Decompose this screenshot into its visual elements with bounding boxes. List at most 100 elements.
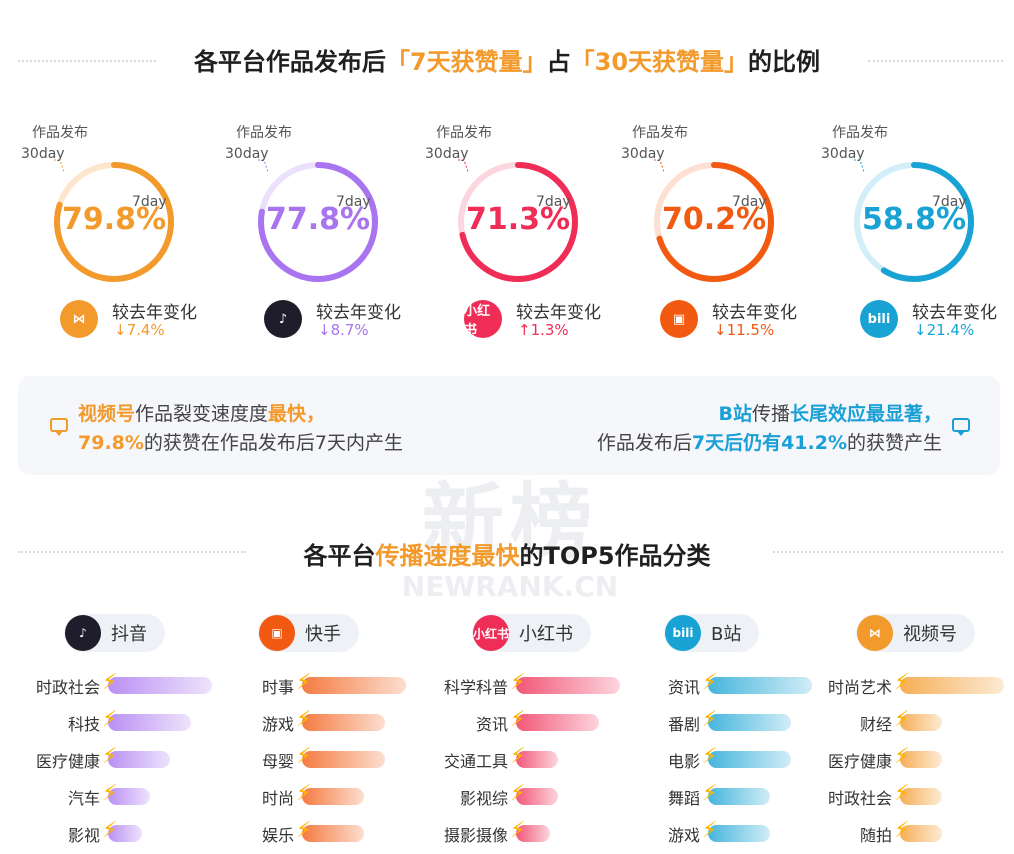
lightning-icon: ⚡: [102, 707, 118, 732]
title2-right-dots: [773, 551, 1003, 553]
donut-ring-svg: [458, 159, 578, 282]
change-value: ↑1.3%: [518, 321, 569, 339]
category-row: 时尚 ⚡: [224, 781, 414, 809]
donut-4: 作品发布 30day 7day 70.2% ▣ 较去年变化 ↓11.5%: [621, 122, 812, 342]
channels-icon: ⋈: [857, 615, 893, 651]
lightning-icon: ⚡: [894, 744, 910, 769]
category-row: 汽车 ⚡: [30, 781, 220, 809]
douyin-icon: ♪: [264, 300, 302, 338]
channels-icon: ⋈: [60, 300, 98, 338]
category-bar: [708, 751, 792, 768]
top5-column-B站: bili B站 资讯 ⚡ 番剧 ⚡ 电影 ⚡ 舞蹈 ⚡ 游戏 ⚡: [630, 612, 820, 852]
lightning-icon: ⚡: [510, 744, 526, 769]
category-label: 摄影摄像: [443, 826, 508, 845]
ratio-value: 71.3%: [465, 202, 571, 237]
platform-pill: ♪ 抖音: [64, 614, 165, 652]
lightning-icon: ⚡: [702, 744, 718, 769]
lightning-icon: ⚡: [510, 670, 526, 695]
donut-leader-line: [258, 159, 269, 173]
category-bar: [302, 677, 406, 694]
category-label: 时政社会: [35, 678, 100, 697]
category-row: 番剧 ⚡: [630, 707, 820, 735]
douyin-icon: ♪: [65, 615, 101, 651]
category-bar: [708, 677, 812, 694]
category-label: 时尚: [261, 789, 294, 808]
category-bar: [900, 788, 942, 805]
watermark: 新榜 NEWRANK.CN: [401, 475, 619, 603]
category-row: 游戏 ⚡: [224, 707, 414, 735]
category-row: 交通工具 ⚡: [438, 744, 628, 772]
ratio-value: 70.2%: [661, 202, 767, 237]
category-label: 时事: [261, 678, 294, 697]
category-bar: [516, 714, 600, 731]
category-label: 电影: [667, 752, 700, 771]
change-label: 较去年变化: [112, 303, 197, 323]
bilibili-icon: bili: [860, 300, 898, 338]
category-bar: [108, 714, 192, 731]
category-label: 娱乐: [261, 826, 294, 845]
summary-right-line2: 作品发布后7天后仍有41.2%的获赞产生: [596, 432, 942, 454]
category-row: 舞蹈 ⚡: [630, 781, 820, 809]
day7-label: 7day: [932, 194, 967, 210]
donut-1: 作品发布 30day 7day 79.8% ⋈ 较去年变化 ↓7.4%: [21, 122, 212, 342]
lightning-icon: ⚡: [296, 781, 312, 806]
category-bar: [708, 714, 792, 731]
category-label: 汽车: [67, 789, 100, 808]
category-label: 时尚艺术: [827, 678, 892, 697]
lightning-icon: ⚡: [102, 818, 118, 843]
platform-name: B站: [711, 624, 742, 645]
donut-5: 作品发布 30day 7day 58.8% bili 较去年变化 ↓21.4%: [821, 122, 1012, 342]
category-row: 摄影摄像 ⚡: [438, 818, 628, 846]
category-bar: [516, 751, 558, 768]
summary-left-line2: 79.8%的获赞在作品发布后7天内产生: [78, 432, 404, 454]
change-value: ↓7.4%: [114, 321, 165, 339]
category-label: 资讯: [475, 715, 508, 734]
donut-leader-line: [54, 159, 65, 173]
category-label: 影视: [67, 826, 100, 845]
platform-pill: ▣ 快手: [258, 614, 359, 652]
category-row: 时尚艺术 ⚡: [822, 670, 1012, 698]
donut-leader-line: [458, 159, 469, 173]
category-row: 医疗健康 ⚡: [30, 744, 220, 772]
published-label: 作品发布: [32, 125, 88, 141]
donut-ring-svg: [854, 159, 974, 282]
ratio-value: 77.8%: [265, 202, 371, 237]
day30-label: 30day: [225, 146, 269, 162]
lightning-icon: ⚡: [510, 707, 526, 732]
category-label: 财经: [859, 715, 892, 734]
category-label: 医疗健康: [827, 752, 892, 771]
day30-label: 30day: [425, 146, 469, 162]
change-label: 较去年变化: [712, 303, 797, 323]
day30-label: 30day: [21, 146, 65, 162]
lightning-icon: ⚡: [296, 818, 312, 843]
title1-left-dots: [18, 60, 156, 62]
change-value: ↓8.7%: [318, 321, 369, 339]
lightning-icon: ⚡: [296, 707, 312, 732]
category-row: 时政社会 ⚡: [822, 781, 1012, 809]
category-label: 番剧: [667, 715, 700, 734]
title2-left-dots: [18, 551, 246, 553]
donut-ring-svg: [258, 159, 378, 282]
category-label: 舞蹈: [667, 789, 700, 808]
platform-pill: ⋈ 视频号: [856, 614, 975, 652]
category-label: 科技: [67, 715, 100, 734]
category-bar: [302, 714, 386, 731]
comment-icon: [952, 418, 970, 436]
ratio-value: 79.8%: [61, 202, 167, 237]
donut-arc-抖音: [258, 162, 378, 282]
category-bar: [516, 677, 620, 694]
category-bar: [108, 788, 150, 805]
donut-arc-B站: [854, 162, 974, 282]
published-label: 作品发布: [632, 125, 688, 141]
category-bar: [108, 825, 142, 842]
lightning-icon: ⚡: [702, 781, 718, 806]
kuaishou-icon: ▣: [259, 615, 295, 651]
category-bar: [108, 677, 212, 694]
lightning-icon: ⚡: [102, 744, 118, 769]
lightning-icon: ⚡: [894, 707, 910, 732]
ratio-value: 58.8%: [861, 202, 967, 237]
category-label: 影视综: [459, 789, 508, 808]
lightning-icon: ⚡: [510, 781, 526, 806]
lightning-icon: ⚡: [894, 818, 910, 843]
category-bar: [302, 788, 365, 805]
